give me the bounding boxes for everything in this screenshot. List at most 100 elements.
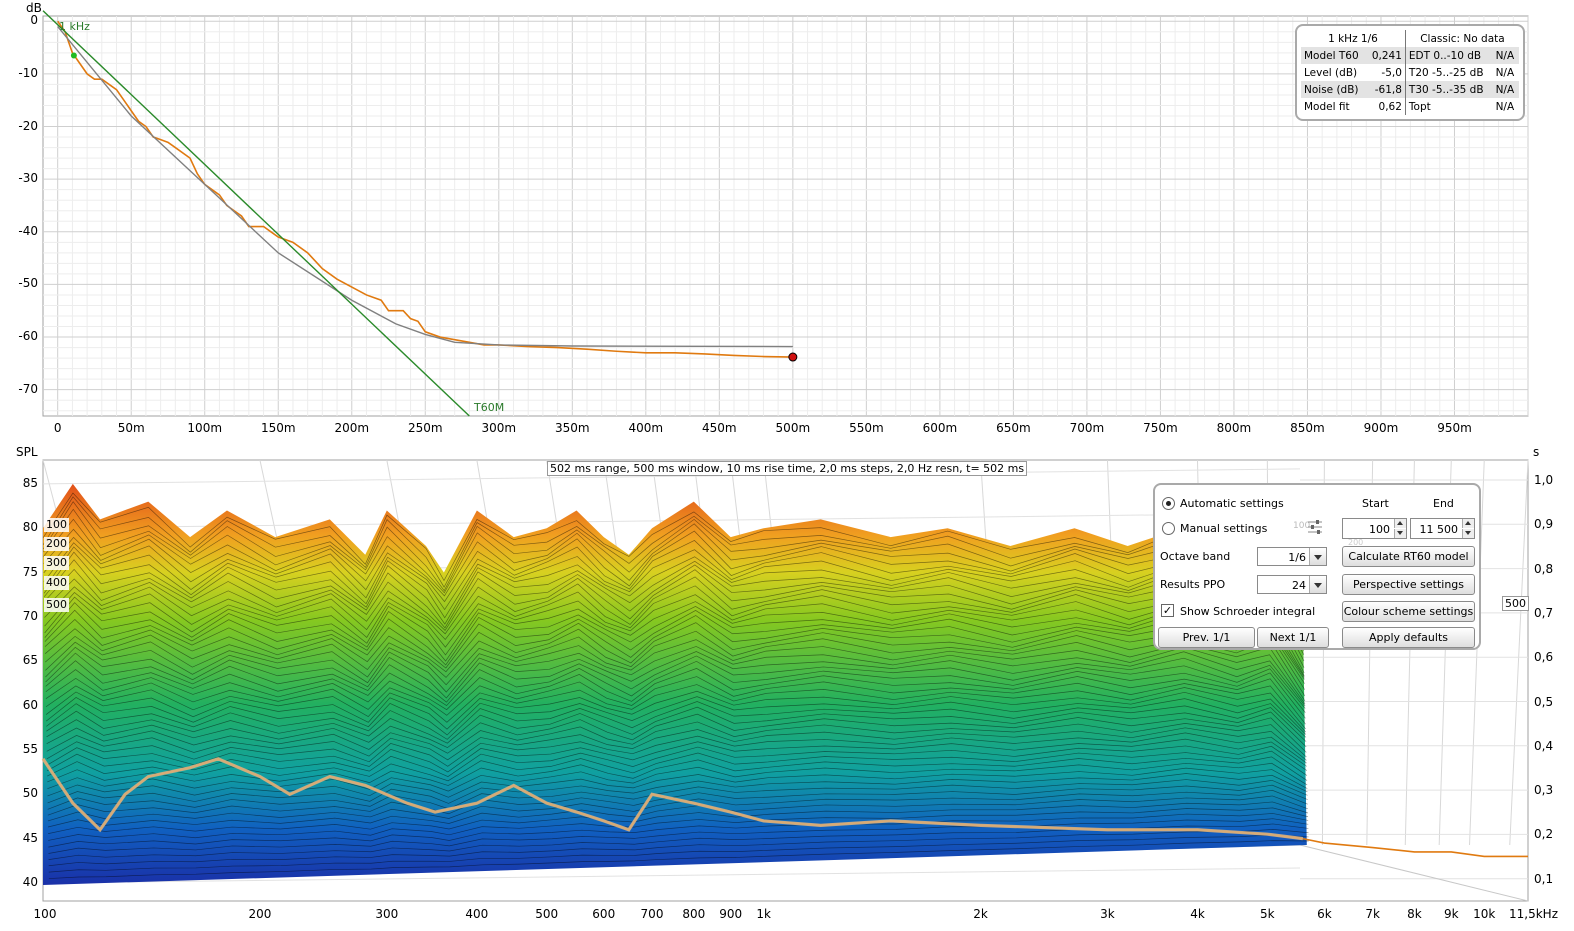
colour-scheme-button[interactable]: Colour scheme settings: [1342, 601, 1475, 622]
decay-y-tick: 0: [30, 13, 38, 28]
waterfall-slice-line: [46, 732, 1307, 767]
waterfall-slice-line: [43, 551, 1305, 655]
waterfall-x-tick: 4k: [1190, 907, 1205, 921]
waterfall-slice-line: [47, 779, 1308, 810]
waterfall-slice-line: [44, 619, 1306, 697]
t60-row-value: 0,241: [1366, 47, 1406, 64]
waterfall-slice-line: [45, 684, 1307, 733]
waterfall-time-tick: 0,7: [1534, 605, 1554, 620]
start-label: Start: [1362, 497, 1389, 510]
waterfall-grid-line: [730, 459, 777, 846]
decay-x-tick: 50m: [117, 421, 145, 435]
decay-x-tick: 400m: [628, 421, 664, 435]
decay-x-tick: 150m: [260, 421, 296, 435]
manual-settings-label[interactable]: Manual settings: [1180, 522, 1268, 535]
waterfall-info: 502 ms range, 500 ms window, 10 ms rise …: [547, 461, 1028, 476]
results-ppo-value: 24: [1292, 579, 1306, 592]
waterfall-x-tick: 5k: [1260, 907, 1275, 921]
perspective-settings-button[interactable]: Perspective settings: [1342, 574, 1475, 595]
waterfall-slice-line: [46, 738, 1307, 773]
decay-x-tick: 450m: [702, 421, 737, 435]
waterfall-grid-line: [42, 823, 1301, 840]
waterfall-slice-line: [48, 813, 1309, 848]
decay-end-marker[interactable]: [788, 352, 798, 362]
decay-x-tick: 300m: [481, 421, 517, 435]
octave-band-label: Octave band: [1160, 550, 1231, 563]
waterfall-slice-line: [44, 591, 1305, 678]
waterfall-grid-line: [386, 459, 461, 846]
calculate-rt60-button[interactable]: Calculate RT60 model: [1342, 546, 1475, 567]
waterfall-x-tick: 7k: [1365, 907, 1380, 921]
automatic-settings-label[interactable]: Automatic settings: [1180, 497, 1284, 510]
t60-row-value2: N/A: [1492, 81, 1519, 98]
prev-button[interactable]: Prev. 1/1: [1158, 627, 1255, 648]
waterfall-slice-line: [44, 578, 1305, 674]
waterfall-slice-line: [45, 668, 1306, 725]
slice-label: 500: [44, 598, 69, 612]
end-increment-button[interactable]: [1462, 519, 1474, 528]
waterfall-grid-line: [980, 459, 1007, 846]
waterfall-slice-line: [44, 568, 1305, 668]
waterfall-grid-line: [763, 459, 808, 846]
t60-row-label2: T30 -5..-35 dB: [1404, 81, 1493, 98]
waterfall-slice-line: [43, 536, 1304, 648]
waterfall-x-tick: 9k: [1443, 907, 1459, 921]
schroeder-overlay-curve: [41, 757, 1303, 841]
waterfall-floor-line: [1299, 844, 1529, 902]
start-frequency-input[interactable]: 100: [1342, 518, 1407, 539]
waterfall-slice-line: [43, 528, 1304, 646]
start-frequency-value: 100: [1369, 523, 1390, 536]
waterfall-x-tick: 10k: [1473, 907, 1496, 921]
t60-row: Noise (dB) -61,8 T30 -5..-35 dB N/A: [1301, 81, 1519, 98]
waterfall-slice-line: [45, 652, 1306, 713]
waterfall-x-tick: 8k: [1407, 907, 1422, 921]
next-button[interactable]: Next 1/1: [1257, 627, 1329, 648]
waterfall-grid-line: [42, 557, 1301, 574]
decay-x-tick: 550m: [849, 421, 884, 435]
waterfall-slice-line: [48, 818, 1309, 854]
waterfall-y-tick: 85: [22, 475, 38, 490]
t60-row-value2: N/A: [1495, 66, 1515, 79]
schroeder-label[interactable]: Show Schroeder integral: [1180, 605, 1316, 618]
octave-band-select[interactable]: 1/6: [1257, 547, 1327, 566]
start-decrement-button[interactable]: [1394, 529, 1406, 538]
waterfall-y-tick: 40: [22, 875, 38, 889]
waterfall-slice-line: [44, 586, 1305, 676]
chevron-down-icon[interactable]: [1309, 548, 1326, 565]
waterfall-grid-line: [1106, 459, 1124, 846]
decay-x-tick: 500m: [775, 421, 811, 435]
waterfall-slice-line: [45, 696, 1307, 738]
waterfall-slice-line: [43, 508, 1304, 633]
waterfall-slice-line: [45, 676, 1306, 730]
waterfall-grid-line: [42, 645, 1301, 662]
waterfall-grid-line: [546, 459, 608, 846]
end-decrement-button[interactable]: [1462, 529, 1474, 538]
waterfall-grid-line: [42, 601, 1301, 618]
automatic-settings-radio[interactable]: [1162, 497, 1175, 510]
waterfall-y-tick: 60: [22, 697, 38, 712]
chevron-down-icon[interactable]: [1309, 576, 1326, 593]
results-ppo-select[interactable]: 24: [1257, 575, 1327, 594]
waterfall-x-tick: 200: [248, 907, 272, 921]
waterfall-slice-line: [45, 646, 1306, 709]
apply-defaults-button[interactable]: Apply defaults: [1342, 627, 1475, 648]
waterfall-grid-line: [693, 459, 743, 846]
end-frequency-input[interactable]: 11 500: [1410, 518, 1475, 539]
waterfall-time-tick: 0,6: [1534, 650, 1554, 665]
start-increment-button[interactable]: [1394, 519, 1406, 528]
t60-row-label2: EDT 0..-10 dB: [1404, 47, 1493, 64]
manual-settings-radio[interactable]: [1162, 522, 1175, 535]
waterfall-slice-line: [47, 756, 1308, 786]
waterfall-slice-line: [47, 762, 1308, 792]
band-label: 1 kHz: [59, 20, 90, 33]
waterfall-y-tick: 45: [22, 830, 38, 845]
schroeder-checkbox[interactable]: ✓: [1161, 604, 1174, 617]
sliders-icon[interactable]: [1307, 518, 1323, 534]
decay-y-tick: -50: [18, 276, 38, 291]
waterfall-slice-line: [43, 501, 1304, 626]
waterfall-slice-line: [44, 609, 1306, 690]
decay-y-tick: -20: [18, 118, 38, 133]
waterfall-grid-line: [1509, 459, 1529, 846]
waterfall-time-tick: 0,5: [1534, 694, 1554, 709]
fit-start-marker[interactable]: [70, 52, 77, 59]
